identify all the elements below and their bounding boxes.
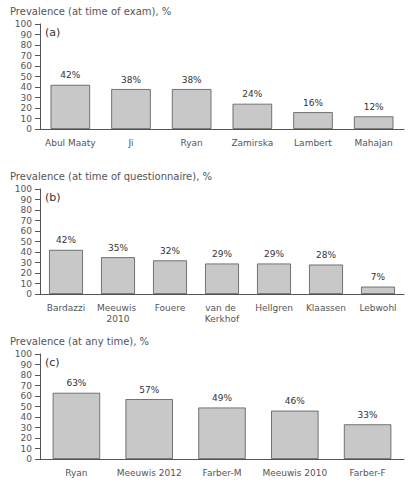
svg-text:40: 40 bbox=[21, 247, 33, 257]
svg-text:Farber-F: Farber-F bbox=[349, 468, 385, 478]
svg-text:Meeuwis: Meeuwis bbox=[97, 303, 139, 313]
svg-text:Ryan: Ryan bbox=[181, 138, 203, 148]
svg-text:Meeuwis 2012: Meeuwis 2012 bbox=[117, 468, 182, 478]
svg-text:28%: 28% bbox=[316, 250, 336, 260]
svg-text:Abul Maaty: Abul Maaty bbox=[45, 138, 96, 148]
svg-text:30: 30 bbox=[21, 93, 33, 103]
svg-text:50: 50 bbox=[21, 237, 33, 247]
svg-text:van de: van de bbox=[205, 303, 239, 313]
svg-text:Meeuwis 2010: Meeuwis 2010 bbox=[262, 468, 327, 478]
svg-text:35%: 35% bbox=[108, 243, 128, 253]
svg-text:Ryan: Ryan bbox=[65, 468, 87, 478]
svg-text:0: 0 bbox=[26, 289, 32, 299]
svg-text:80: 80 bbox=[21, 370, 33, 380]
svg-text:46%: 46% bbox=[285, 396, 305, 406]
svg-text:42%: 42% bbox=[60, 70, 80, 80]
svg-text:29%: 29% bbox=[264, 249, 284, 259]
svg-text:57%: 57% bbox=[139, 385, 159, 395]
svg-text:(b): (b) bbox=[45, 191, 61, 204]
svg-text:30: 30 bbox=[21, 423, 33, 433]
svg-text:42%: 42% bbox=[56, 235, 76, 245]
svg-text:12%: 12% bbox=[364, 102, 384, 112]
svg-text:10: 10 bbox=[21, 114, 33, 124]
svg-text:90: 90 bbox=[21, 30, 33, 40]
svg-text:70: 70 bbox=[21, 381, 33, 391]
svg-text:100: 100 bbox=[15, 349, 32, 359]
svg-text:16%: 16% bbox=[303, 98, 323, 108]
svg-text:32%: 32% bbox=[160, 246, 180, 256]
svg-text:7%: 7% bbox=[371, 272, 386, 282]
svg-text:90: 90 bbox=[21, 195, 33, 205]
svg-text:50: 50 bbox=[21, 402, 33, 412]
svg-text:100: 100 bbox=[15, 184, 32, 194]
svg-text:63%: 63% bbox=[66, 378, 86, 388]
svg-text:60: 60 bbox=[21, 391, 33, 401]
svg-text:49%: 49% bbox=[212, 393, 232, 403]
svg-text:Lambert: Lambert bbox=[294, 138, 332, 148]
svg-text:2010: 2010 bbox=[107, 314, 130, 324]
svg-text:(a): (a) bbox=[45, 26, 60, 39]
svg-text:60: 60 bbox=[21, 226, 33, 236]
svg-text:40: 40 bbox=[21, 412, 33, 422]
svg-text:38%: 38% bbox=[182, 75, 202, 85]
svg-text:Zamirska: Zamirska bbox=[231, 138, 273, 148]
svg-text:29%: 29% bbox=[212, 249, 232, 259]
svg-text:Lebwohl: Lebwohl bbox=[359, 303, 396, 313]
svg-text:Hellgren: Hellgren bbox=[255, 303, 293, 313]
svg-text:33%: 33% bbox=[358, 410, 378, 420]
svg-text:Prevalence (at time of exam),: Prevalence (at time of exam), % bbox=[10, 6, 171, 17]
svg-text:80: 80 bbox=[21, 40, 33, 50]
svg-text:0: 0 bbox=[26, 124, 32, 134]
svg-text:70: 70 bbox=[21, 216, 33, 226]
svg-text:20: 20 bbox=[21, 433, 33, 443]
svg-text:20: 20 bbox=[21, 268, 33, 278]
svg-text:80: 80 bbox=[21, 205, 33, 215]
svg-text:24%: 24% bbox=[242, 89, 262, 99]
svg-text:70: 70 bbox=[21, 51, 33, 61]
svg-text:38%: 38% bbox=[121, 75, 141, 85]
svg-text:10: 10 bbox=[21, 444, 33, 454]
svg-text:40: 40 bbox=[21, 82, 33, 92]
svg-text:Fouere: Fouere bbox=[155, 303, 186, 313]
svg-text:(c): (c) bbox=[45, 356, 60, 369]
svg-text:Kerkhof: Kerkhof bbox=[205, 314, 240, 324]
svg-text:10: 10 bbox=[21, 279, 33, 289]
svg-text:Prevalence (at time of questio: Prevalence (at time of questionnaire), % bbox=[10, 171, 212, 182]
svg-text:0: 0 bbox=[26, 454, 32, 464]
svg-text:Bardazzi: Bardazzi bbox=[47, 303, 85, 313]
svg-text:90: 90 bbox=[21, 360, 33, 370]
svg-text:50: 50 bbox=[21, 72, 33, 82]
svg-text:Mahajan: Mahajan bbox=[355, 138, 393, 148]
svg-text:100: 100 bbox=[15, 19, 32, 29]
svg-text:Klaassen: Klaassen bbox=[306, 303, 346, 313]
svg-text:Farber-M: Farber-M bbox=[203, 468, 242, 478]
svg-text:Prevalence (at any time), %: Prevalence (at any time), % bbox=[10, 336, 149, 347]
svg-text:20: 20 bbox=[21, 103, 33, 113]
svg-text:Ji: Ji bbox=[127, 138, 133, 148]
svg-text:60: 60 bbox=[21, 61, 33, 71]
svg-text:30: 30 bbox=[21, 258, 33, 268]
